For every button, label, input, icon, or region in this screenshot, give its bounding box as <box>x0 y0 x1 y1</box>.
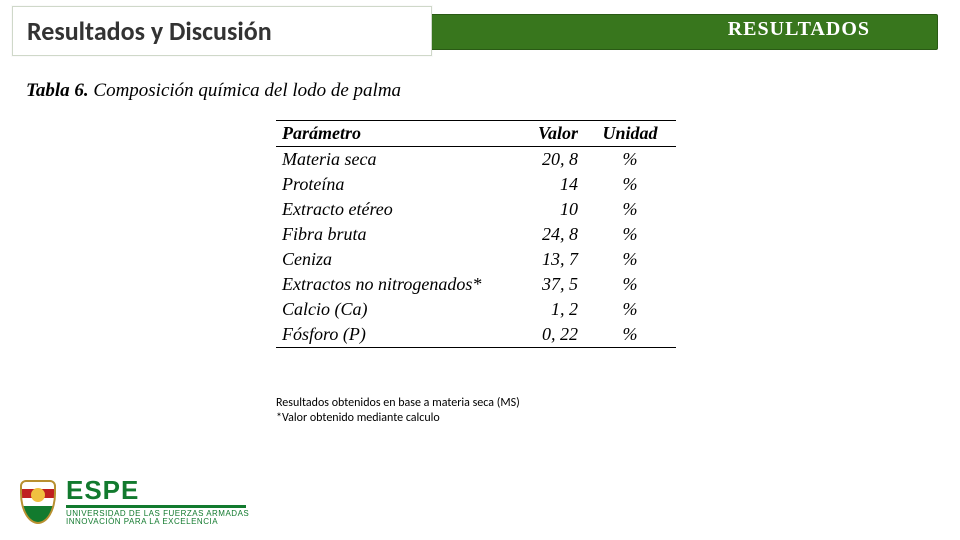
section-title: Resultados y Discusión <box>27 15 272 47</box>
table-caption: Tabla 6. Composición química del lodo de… <box>26 80 401 102</box>
cell-unidad: % <box>584 272 676 297</box>
table-footnotes: Resultados obtenidos en base a materia s… <box>276 396 520 426</box>
cell-valor: 0, 22 <box>496 322 584 348</box>
cell-valor: 14 <box>496 172 584 197</box>
table-row: Calcio (Ca)1, 2% <box>276 297 676 322</box>
cell-valor: 20, 8 <box>496 147 584 173</box>
slide: Resultados y Discusión RESULTADOS Tabla … <box>0 0 960 540</box>
cell-param: Fibra bruta <box>276 222 496 247</box>
table-row: Extractos no nitrogenados*37, 5% <box>276 272 676 297</box>
logo-acronym: ESPE <box>66 477 249 503</box>
footnote-line: *Valor obtenido mediante calculo <box>276 411 520 426</box>
caption-text: Composición química del lodo de palma <box>93 80 401 101</box>
composition-table: Parámetro Valor Unidad Materia seca20, 8… <box>276 120 676 348</box>
cell-valor: 37, 5 <box>496 272 584 297</box>
cell-valor: 24, 8 <box>496 222 584 247</box>
logo-tagline: INNOVACIÓN PARA LA EXCELENCIA <box>66 518 249 526</box>
cell-valor: 10 <box>496 197 584 222</box>
table-body: Materia seca20, 8% Proteína14% Extracto … <box>276 147 676 348</box>
cell-unidad: % <box>584 322 676 348</box>
table-row: Fibra bruta24, 8% <box>276 222 676 247</box>
cell-unidad: % <box>584 297 676 322</box>
header-right-title: RESULTADOS <box>728 18 870 41</box>
cell-param: Ceniza <box>276 247 496 272</box>
table-row: Extracto etéreo10% <box>276 197 676 222</box>
caption-label: Tabla 6. <box>26 80 89 101</box>
logo-divider <box>66 505 246 508</box>
cell-valor: 1, 2 <box>496 297 584 322</box>
cell-param: Extractos no nitrogenados* <box>276 272 496 297</box>
cell-valor: 13, 7 <box>496 247 584 272</box>
footnote-line: Resultados obtenidos en base a materia s… <box>276 396 520 411</box>
cell-unidad: % <box>584 197 676 222</box>
table-header-row: Parámetro Valor Unidad <box>276 121 676 147</box>
cell-unidad: % <box>584 222 676 247</box>
shield-icon <box>20 480 56 524</box>
cell-param: Materia seca <box>276 147 496 173</box>
table-row: Fósforo (P)0, 22% <box>276 322 676 348</box>
institution-logo: ESPE UNIVERSIDAD DE LAS FUERZAS ARMADAS … <box>20 477 249 526</box>
section-tab: Resultados y Discusión <box>12 6 432 56</box>
cell-unidad: % <box>584 247 676 272</box>
cell-param: Calcio (Ca) <box>276 297 496 322</box>
col-header-param: Parámetro <box>276 121 496 147</box>
col-header-valor: Valor <box>496 121 584 147</box>
cell-param: Proteína <box>276 172 496 197</box>
table-row: Materia seca20, 8% <box>276 147 676 173</box>
cell-unidad: % <box>584 147 676 173</box>
cell-param: Fósforo (P) <box>276 322 496 348</box>
table-row: Ceniza13, 7% <box>276 247 676 272</box>
cell-unidad: % <box>584 172 676 197</box>
table-row: Proteína14% <box>276 172 676 197</box>
cell-param: Extracto etéreo <box>276 197 496 222</box>
logo-text: ESPE UNIVERSIDAD DE LAS FUERZAS ARMADAS … <box>66 477 249 526</box>
col-header-unidad: Unidad <box>584 121 676 147</box>
